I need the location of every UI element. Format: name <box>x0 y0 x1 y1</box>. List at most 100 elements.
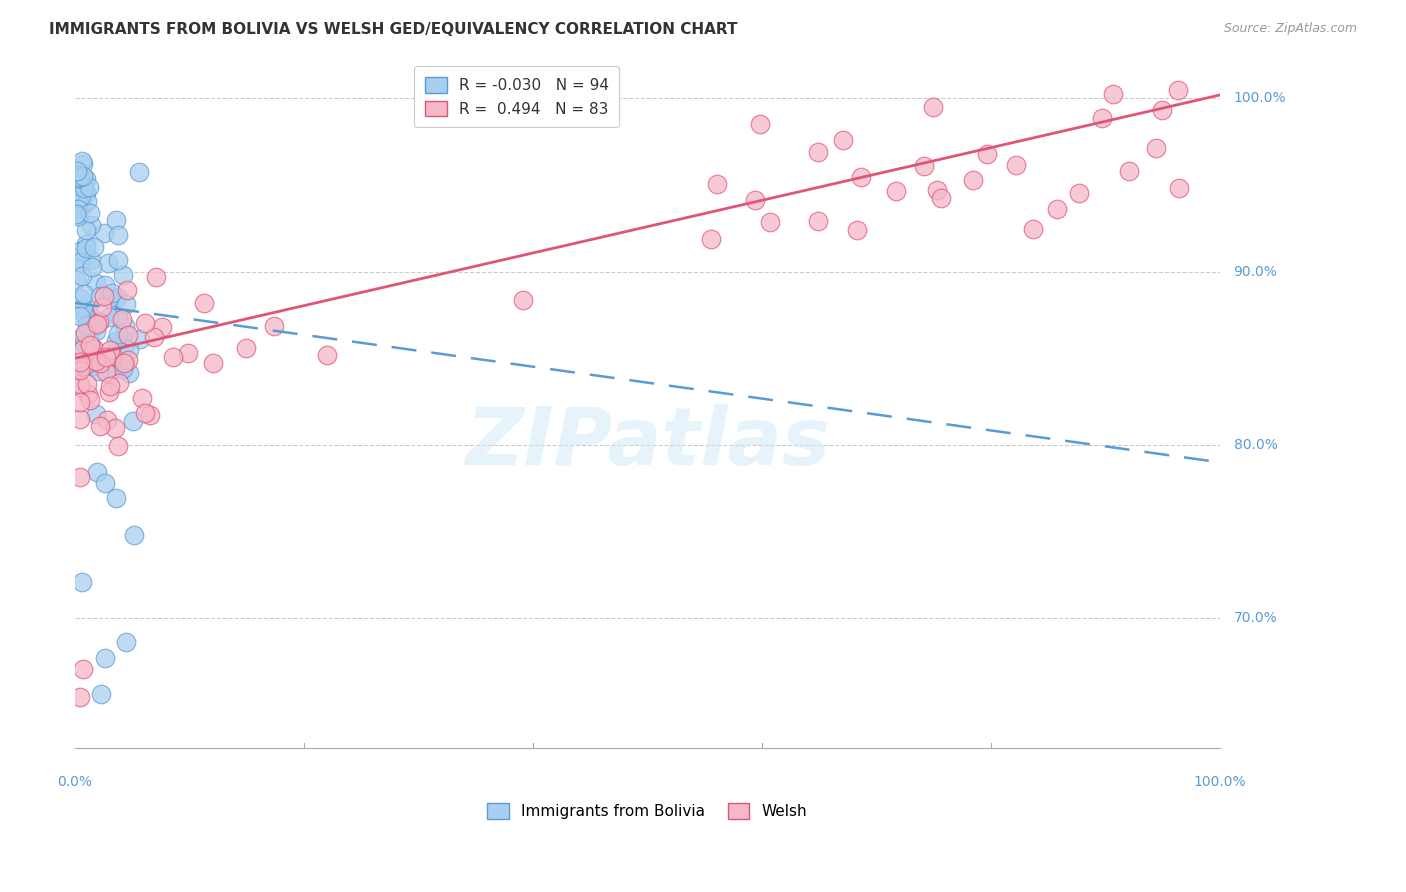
Point <box>72 181 94 195</box>
Point <box>699 232 721 246</box>
Point <box>93 651 115 665</box>
Text: IMMIGRANTS FROM BOLIVIA VS WELSH GED/EQUIVALENCY CORRELATION CHART: IMMIGRANTS FROM BOLIVIA VS WELSH GED/EQU… <box>49 22 738 37</box>
Text: Source: ZipAtlas.com: Source: ZipAtlas.com <box>1223 22 1357 36</box>
Point <box>75 237 97 252</box>
Point <box>832 133 855 147</box>
Point <box>69 470 91 484</box>
Point <box>112 339 135 353</box>
Point <box>117 352 139 367</box>
Point <box>80 340 103 354</box>
Point <box>1091 111 1114 125</box>
Point <box>69 379 91 393</box>
Point <box>93 289 115 303</box>
Point <box>94 365 117 379</box>
Point <box>66 209 89 223</box>
Point <box>84 354 107 368</box>
Point <box>1021 222 1043 236</box>
Point <box>1101 87 1123 101</box>
Point <box>67 178 90 193</box>
Point <box>1118 164 1140 178</box>
Point <box>107 310 129 324</box>
Point <box>91 300 114 314</box>
Point <box>83 355 105 369</box>
Point <box>759 214 782 228</box>
Point <box>65 252 87 266</box>
Point <box>86 465 108 479</box>
Point <box>69 394 91 409</box>
Point <box>101 349 124 363</box>
Point <box>97 291 120 305</box>
Point <box>80 347 103 361</box>
Point <box>263 319 285 334</box>
Point <box>80 218 103 232</box>
Point <box>193 296 215 310</box>
Point <box>72 300 94 314</box>
Point <box>104 334 127 348</box>
Text: 80.0%: 80.0% <box>1233 438 1278 452</box>
Text: 100.0%: 100.0% <box>1233 92 1286 105</box>
Point <box>69 292 91 306</box>
Point <box>70 575 93 590</box>
Point <box>101 285 124 300</box>
Point <box>93 278 115 293</box>
Point <box>807 214 830 228</box>
Point <box>162 350 184 364</box>
Point <box>105 290 128 304</box>
Point <box>105 213 128 227</box>
Point <box>80 260 103 274</box>
Point <box>79 317 101 331</box>
Point <box>107 439 129 453</box>
Point <box>69 412 91 426</box>
Point <box>98 367 121 381</box>
Point <box>96 413 118 427</box>
Point <box>884 185 907 199</box>
Point <box>114 635 136 649</box>
Point <box>77 357 100 371</box>
Legend: Immigrants from Bolivia, Welsh: Immigrants from Bolivia, Welsh <box>478 794 817 829</box>
Point <box>75 186 97 200</box>
Point <box>97 384 120 399</box>
Point <box>79 308 101 322</box>
Point <box>316 348 339 362</box>
Point <box>79 338 101 352</box>
Point <box>107 252 129 267</box>
Point <box>112 362 135 376</box>
Point <box>87 364 110 378</box>
Point <box>927 183 949 197</box>
Point <box>89 356 111 370</box>
Point <box>69 690 91 704</box>
Point <box>111 311 134 326</box>
Point <box>118 367 141 381</box>
Point <box>744 194 766 208</box>
Text: 90.0%: 90.0% <box>1233 265 1278 278</box>
Point <box>69 363 91 377</box>
Point <box>75 223 97 237</box>
Point <box>134 406 156 420</box>
Point <box>1168 180 1191 194</box>
Point <box>69 169 91 184</box>
Point <box>104 421 127 435</box>
Point <box>849 169 872 184</box>
Point <box>93 226 115 240</box>
Point <box>77 179 100 194</box>
Point <box>150 320 173 334</box>
Point <box>94 350 117 364</box>
Point <box>69 244 91 259</box>
Point <box>89 418 111 433</box>
Point <box>134 316 156 330</box>
Point <box>66 171 89 186</box>
Point <box>121 414 143 428</box>
Point <box>145 270 167 285</box>
Point <box>76 194 98 208</box>
Point <box>73 359 96 374</box>
Point <box>69 309 91 323</box>
Point <box>72 153 94 168</box>
Point <box>201 356 224 370</box>
Point <box>139 408 162 422</box>
Point <box>112 268 135 283</box>
Point <box>66 163 89 178</box>
Point <box>73 336 96 351</box>
Point <box>89 288 111 302</box>
Point <box>82 320 104 334</box>
Point <box>77 332 100 346</box>
